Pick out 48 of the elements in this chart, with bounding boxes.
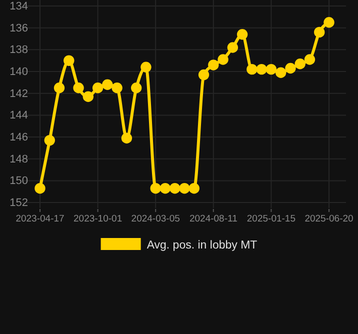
y-tick-label: 136: [10, 22, 28, 34]
point: [140, 62, 152, 72]
x-tick-label: 2023-10-01: [73, 214, 122, 225]
point: [92, 82, 104, 94]
y-tick-label: 152: [10, 197, 28, 210]
point: [121, 132, 132, 144]
x-tick-label: 2024-03-05: [131, 214, 180, 225]
point: [54, 82, 65, 94]
y-tick-label: 138: [10, 44, 28, 56]
point: [227, 42, 238, 53]
y-tick-label: 146: [10, 132, 28, 144]
point: [208, 60, 219, 70]
point: [150, 183, 161, 194]
point: [179, 183, 190, 194]
point: [44, 134, 55, 146]
point: [236, 29, 248, 40]
point: [188, 183, 200, 194]
y-tick-label: 144: [10, 110, 28, 122]
x-tick-label: 2024-08-11: [189, 214, 238, 225]
point: [324, 17, 334, 28]
point: [294, 58, 306, 70]
y-tick-label: 150: [10, 175, 28, 188]
point: [73, 82, 84, 94]
y-tick-label: 142: [10, 88, 28, 100]
y-tick-label: 148: [10, 153, 28, 166]
point: [130, 82, 142, 94]
point: [64, 55, 74, 66]
x-tick-label: 2023-04-17: [16, 214, 64, 225]
point: [112, 82, 122, 94]
point: [246, 64, 258, 75]
point: [218, 54, 228, 65]
point: [82, 91, 94, 102]
x-tick-label: 2025-06-20: [304, 214, 354, 225]
point: [314, 26, 325, 38]
point: [275, 67, 286, 78]
point: [198, 69, 210, 80]
point: [256, 64, 267, 75]
point: [285, 62, 296, 74]
y-tick-label: 134: [10, 0, 28, 13]
point: [304, 54, 316, 65]
y-tick-label: 140: [10, 66, 28, 78]
point: [266, 64, 277, 75]
point: [170, 183, 180, 194]
point: [34, 183, 46, 194]
x-tick-label: 2025-01-15: [246, 214, 296, 225]
point: [160, 183, 171, 194]
point: [102, 79, 113, 90]
legend-label: Avg. pos. in lobby MT: [146, 240, 258, 252]
